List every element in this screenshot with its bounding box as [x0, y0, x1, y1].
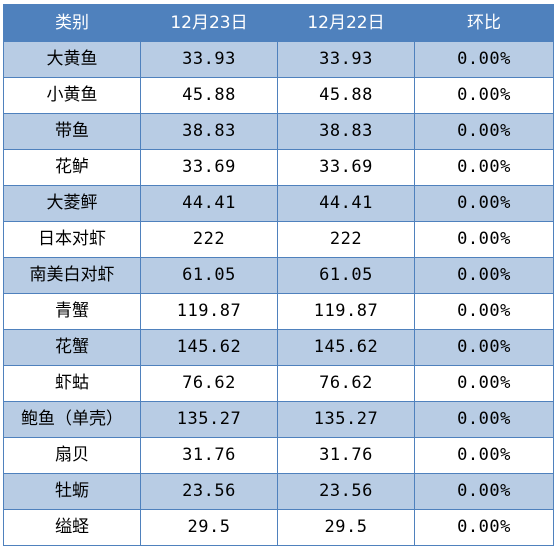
row-value-date-1: 38.83: [140, 113, 278, 150]
row-value-date-1: 23.56: [140, 473, 278, 510]
row-change: 0.00%: [414, 257, 554, 294]
table-row: 大菱鲆 44.41 44.41 0.00%: [3, 185, 554, 222]
row-value-date-1: 222: [140, 221, 278, 258]
row-name: 花蟹: [3, 329, 141, 366]
table-row: 大黄鱼 33.93 33.93 0.00%: [3, 41, 554, 78]
row-value-date-1: 135.27: [140, 401, 278, 438]
row-value-date-1: 76.62: [140, 365, 278, 402]
row-name: 小黄鱼: [3, 77, 141, 114]
row-value-date-2: 61.05: [277, 257, 415, 294]
table-row: 小黄鱼 45.88 45.88 0.00%: [3, 77, 554, 114]
row-name: 青蟹: [3, 293, 141, 330]
row-name: 大黄鱼: [3, 41, 141, 78]
row-change: 0.00%: [414, 149, 554, 186]
row-change: 0.00%: [414, 41, 554, 78]
row-name: 虾蛄: [3, 365, 141, 402]
row-change: 0.00%: [414, 293, 554, 330]
row-change: 0.00%: [414, 329, 554, 366]
row-name: 鲍鱼（单壳）: [3, 401, 141, 438]
row-name: 扇贝: [3, 437, 141, 474]
row-change: 0.00%: [414, 509, 554, 546]
table-row: 扇贝 31.76 31.76 0.00%: [3, 437, 554, 474]
row-change: 0.00%: [414, 113, 554, 150]
header-change: 环比: [414, 4, 554, 42]
header-row: 类别 12月23日 12月22日 环比: [3, 4, 554, 42]
row-change: 0.00%: [414, 473, 554, 510]
header-date-2: 12月22日: [277, 4, 415, 42]
row-name: 大菱鲆: [3, 185, 141, 222]
row-change: 0.00%: [414, 185, 554, 222]
row-value-date-2: 76.62: [277, 365, 415, 402]
table-row: 鲍鱼（单壳） 135.27 135.27 0.00%: [3, 401, 554, 438]
row-value-date-2: 38.83: [277, 113, 415, 150]
table-row: 带鱼 38.83 38.83 0.00%: [3, 113, 554, 150]
row-name: 日本对虾: [3, 221, 141, 258]
table-row: 南美白对虾 61.05 61.05 0.00%: [3, 257, 554, 294]
row-value-date-2: 45.88: [277, 77, 415, 114]
table-row: 花鲈 33.69 33.69 0.00%: [3, 149, 554, 186]
row-name: 花鲈: [3, 149, 141, 186]
row-change: 0.00%: [414, 401, 554, 438]
row-value-date-1: 33.69: [140, 149, 278, 186]
table-header: 类别 12月23日 12月22日 环比: [3, 4, 554, 42]
row-value-date-2: 33.69: [277, 149, 415, 186]
row-value-date-2: 119.87: [277, 293, 415, 330]
row-value-date-2: 31.76: [277, 437, 415, 474]
row-value-date-2: 145.62: [277, 329, 415, 366]
row-name: 牡蛎: [3, 473, 141, 510]
row-value-date-1: 33.93: [140, 41, 278, 78]
table-row: 缢蛏 29.5 29.5 0.00%: [3, 509, 554, 546]
row-value-date-2: 23.56: [277, 473, 415, 510]
table-row: 日本对虾 222 222 0.00%: [3, 221, 554, 258]
row-value-date-1: 119.87: [140, 293, 278, 330]
row-value-date-2: 222: [277, 221, 415, 258]
table-row: 虾蛄 76.62 76.62 0.00%: [3, 365, 554, 402]
row-name: 带鱼: [3, 113, 141, 150]
row-value-date-1: 61.05: [140, 257, 278, 294]
row-value-date-1: 45.88: [140, 77, 278, 114]
row-name: 缢蛏: [3, 509, 141, 546]
row-value-date-2: 33.93: [277, 41, 415, 78]
row-value-date-1: 44.41: [140, 185, 278, 222]
table-row: 牡蛎 23.56 23.56 0.00%: [3, 473, 554, 510]
header-date-1: 12月23日: [140, 4, 278, 42]
row-value-date-1: 29.5: [140, 509, 278, 546]
row-name: 南美白对虾: [3, 257, 141, 294]
row-change: 0.00%: [414, 437, 554, 474]
row-value-date-1: 145.62: [140, 329, 278, 366]
table-row: 青蟹 119.87 119.87 0.00%: [3, 293, 554, 330]
row-value-date-2: 44.41: [277, 185, 415, 222]
table-body: 大黄鱼 33.93 33.93 0.00% 小黄鱼 45.88 45.88 0.…: [3, 41, 554, 546]
row-change: 0.00%: [414, 77, 554, 114]
row-change: 0.00%: [414, 221, 554, 258]
price-table: 类别 12月23日 12月22日 环比 大黄鱼 33.93 33.93 0.00…: [3, 4, 554, 546]
row-value-date-1: 31.76: [140, 437, 278, 474]
row-value-date-2: 29.5: [277, 509, 415, 546]
row-change: 0.00%: [414, 365, 554, 402]
header-category: 类别: [3, 4, 141, 42]
table-row: 花蟹 145.62 145.62 0.00%: [3, 329, 554, 366]
row-value-date-2: 135.27: [277, 401, 415, 438]
